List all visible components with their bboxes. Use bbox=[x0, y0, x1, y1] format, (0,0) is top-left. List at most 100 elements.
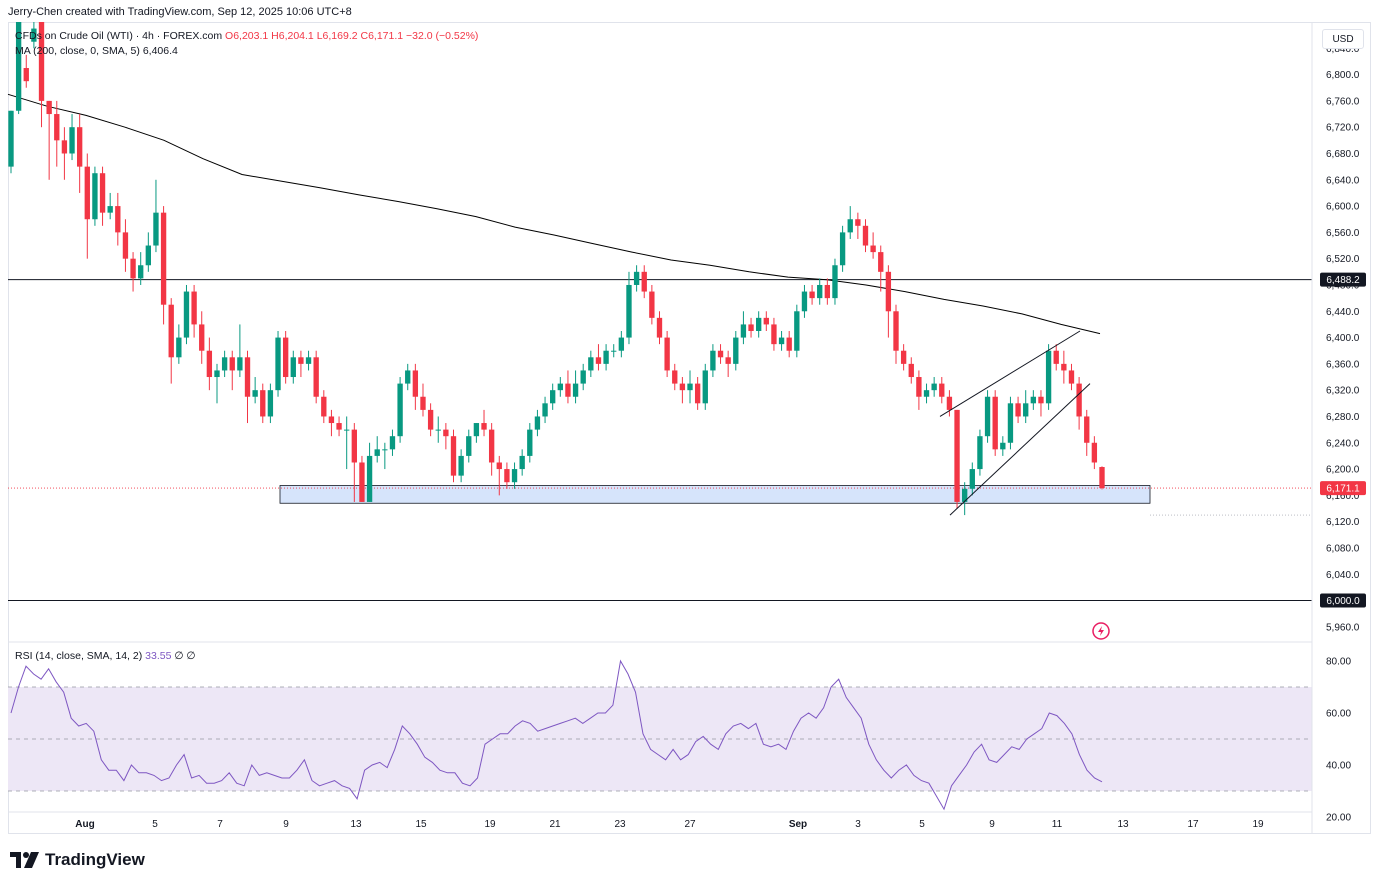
time-tick-label: 17 bbox=[1187, 819, 1199, 830]
candle bbox=[527, 423, 533, 463]
candle-body bbox=[778, 337, 785, 345]
candle bbox=[1045, 344, 1052, 410]
tradingview-logo[interactable]: TradingView bbox=[10, 850, 145, 870]
candle-body bbox=[92, 173, 98, 220]
candle-body bbox=[389, 436, 396, 450]
candle-body bbox=[435, 429, 441, 431]
candle-body bbox=[580, 370, 586, 384]
price-tick-label: 6,080.0 bbox=[1326, 543, 1360, 554]
candle-body bbox=[786, 337, 792, 351]
candle-body bbox=[290, 357, 296, 378]
candle-body bbox=[496, 462, 502, 470]
candle bbox=[855, 212, 861, 239]
candle-body bbox=[237, 357, 243, 371]
candle-body bbox=[23, 68, 29, 82]
candle bbox=[504, 462, 510, 489]
candle-body bbox=[15, 22, 22, 111]
time-tick-label: 3 bbox=[855, 819, 861, 830]
candle-body bbox=[298, 357, 304, 364]
candle-body bbox=[275, 337, 281, 391]
candle bbox=[847, 206, 853, 239]
candle bbox=[878, 245, 884, 292]
time-tick-label: 19 bbox=[1252, 819, 1264, 830]
candle-body bbox=[206, 350, 213, 378]
candle-body bbox=[633, 271, 640, 285]
rsi-tick-label: 60.00 bbox=[1326, 709, 1351, 720]
candle bbox=[984, 390, 991, 443]
rsi-pane bbox=[8, 641, 1312, 811]
ma-label: MA (200, close, 0, SMA, 5) bbox=[15, 45, 140, 57]
candle-body bbox=[328, 416, 335, 424]
candle bbox=[748, 317, 754, 338]
candle bbox=[908, 357, 914, 384]
candle-body bbox=[878, 252, 884, 272]
candle bbox=[809, 284, 815, 305]
price-tick-label: 6,800.0 bbox=[1326, 70, 1360, 81]
price-tick-label: 6,320.0 bbox=[1326, 386, 1360, 397]
candle-body bbox=[885, 271, 892, 312]
candle bbox=[603, 344, 609, 371]
candle-body bbox=[481, 423, 487, 430]
candle bbox=[458, 449, 464, 483]
currency-button[interactable]: USD bbox=[1322, 29, 1364, 49]
candle-body bbox=[351, 429, 357, 463]
rsi-line bbox=[10, 659, 1103, 811]
candle bbox=[382, 442, 388, 470]
time-tick-label: 13 bbox=[350, 819, 362, 830]
candle bbox=[31, 22, 37, 49]
candle bbox=[466, 429, 472, 463]
candle bbox=[817, 278, 823, 305]
candle bbox=[969, 462, 975, 496]
candle bbox=[1038, 390, 1044, 417]
candle bbox=[1000, 436, 1006, 456]
price-tick-label: 6,160.0 bbox=[1326, 491, 1360, 502]
alert-bolt-shape bbox=[1098, 626, 1104, 636]
candle bbox=[99, 166, 106, 226]
candle bbox=[977, 429, 983, 476]
ma-value: 6,406.4 bbox=[142, 45, 178, 57]
candle bbox=[54, 100, 60, 167]
candle-body bbox=[504, 469, 510, 483]
price-label-box: 6,171.1 bbox=[1320, 481, 1366, 496]
candle bbox=[420, 383, 426, 417]
candle-body bbox=[832, 265, 838, 299]
candle bbox=[237, 324, 243, 378]
candle-body bbox=[1053, 350, 1059, 364]
price-axis[interactable]: 6,840.0 6,800.0 6,760.0 6,720.0 6,680.0 6,640… bbox=[1311, 22, 1366, 834]
ma-legend: MA (200, close, 0, SMA, 5) 6,406.4 bbox=[15, 45, 178, 57]
price-label-box: 6,488.2 bbox=[1320, 272, 1366, 287]
candle-body bbox=[588, 357, 594, 371]
candle bbox=[923, 383, 930, 404]
candle bbox=[15, 22, 22, 115]
candle bbox=[46, 100, 52, 180]
candle-body bbox=[76, 127, 83, 167]
time-tick-label: 9 bbox=[283, 819, 289, 830]
candle-body bbox=[694, 383, 701, 404]
candle-body bbox=[473, 423, 480, 437]
attribution: Jerry-Chen created with TradingView.com,… bbox=[8, 6, 352, 18]
candle bbox=[801, 284, 808, 318]
candle bbox=[138, 252, 144, 285]
rsi-tick-label: 80.00 bbox=[1326, 657, 1351, 668]
candle-body bbox=[31, 28, 37, 42]
candle-body bbox=[862, 225, 869, 246]
candle bbox=[534, 409, 541, 437]
candle bbox=[740, 311, 747, 345]
candle bbox=[511, 462, 518, 489]
candle-body bbox=[809, 291, 815, 299]
time-axis[interactable]: Aug 5 7 9 13 15 19 21 23 27 Sep 3 5 9 11 13 17 19 bbox=[8, 811, 1312, 830]
candle-body bbox=[939, 383, 945, 397]
candle-body bbox=[115, 206, 121, 233]
alert-bolt-icon bbox=[1092, 622, 1110, 640]
time-tick-label: 7 bbox=[217, 819, 223, 830]
candle bbox=[481, 409, 487, 437]
candle bbox=[435, 416, 441, 443]
candle-body bbox=[122, 232, 129, 259]
candle-body bbox=[214, 370, 220, 378]
rsi-value: 33.55 bbox=[145, 650, 172, 662]
candle bbox=[92, 166, 98, 226]
candle bbox=[519, 449, 525, 476]
candle-body bbox=[687, 383, 693, 391]
chart-panel-border bbox=[8, 22, 1371, 834]
